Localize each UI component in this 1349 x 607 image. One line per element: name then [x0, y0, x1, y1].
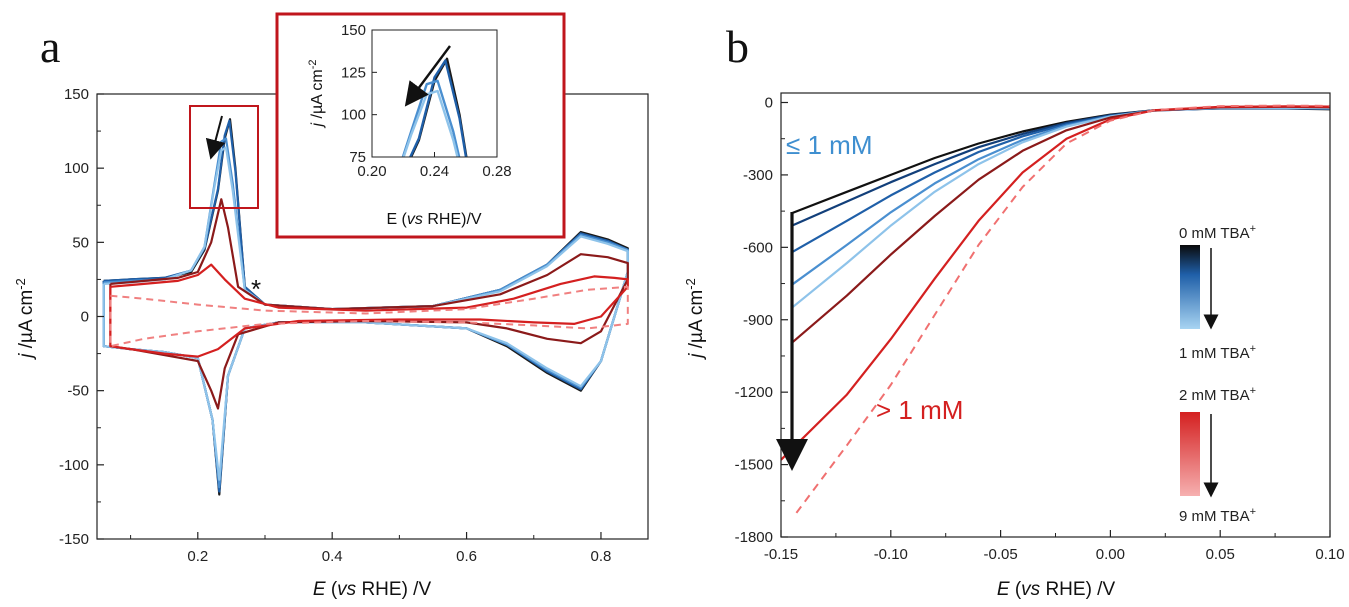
a-y-tick-label: 0 — [81, 309, 89, 326]
legend-blue-top: 0 mM TBA+ — [1179, 223, 1256, 242]
a-x-tick-label: 0.8 — [591, 548, 612, 565]
panel-a-ticks: 0.2 0.4 0.6 0.8 150 100 50 0 -50 -100 -150 — [59, 86, 611, 565]
panel-a-letter: a — [40, 21, 60, 72]
panel-b-letter: b — [726, 21, 749, 72]
b-y-tick-label: -1500 — [735, 457, 773, 474]
b-x-tick-label: 0.05 — [1206, 546, 1235, 563]
a-x-tick-label: 0.2 — [187, 548, 208, 565]
inset-y-tick-label: 100 — [341, 107, 366, 124]
inset-border — [275, 12, 566, 239]
b-x-tick-label: -0.05 — [983, 546, 1017, 563]
a-y-tick-label: -150 — [59, 531, 89, 548]
legend-red-top: 2 mM TBA+ — [1179, 385, 1256, 404]
annotation-high-concentration: > 1 mM — [876, 395, 963, 425]
b-x-tick-label: -0.10 — [874, 546, 908, 563]
cv-curve-6 — [109, 285, 629, 348]
b-y-tick-label: 0 — [765, 95, 773, 112]
a-x-tick-label: 0.6 — [456, 548, 477, 565]
b-y-tick-label: -1200 — [735, 384, 773, 401]
cv-curve-5 — [109, 263, 629, 358]
b-y-tick-label: -600 — [743, 239, 773, 256]
inset-ticks: 0.20 0.24 0.28 150 125 100 75 — [341, 22, 512, 180]
inset-y-axis-title: j /µA cm-2 — [307, 59, 326, 128]
inset-x-tick-label: 0.24 — [420, 163, 449, 180]
lsv-curve-3 — [791, 107, 1330, 286]
asterisk-marker: * — [251, 274, 261, 304]
peak-arrow — [205, 115, 226, 160]
inset-curve-1 — [408, 59, 468, 157]
panel-a-x-axis-title: E (vs RHE) /V — [313, 579, 432, 600]
inset-panel: 0.20 0.24 0.28 150 125 100 75 j /µA cm-2 E (vs… — [275, 12, 566, 239]
legend-red-bottom: 9 mM TBA+ — [1179, 506, 1256, 525]
a-y-tick-label: -50 — [67, 383, 89, 400]
panel-b-ticks: -0.15 -0.10 -0.05 0.00 0.05 0.10 0 -300 -600 -900… — [735, 95, 1345, 564]
panel-a: a 0.2 0.4 0.6 0.8 150 100 50 0 -50 -100 -150 j /µA… — [13, 12, 649, 600]
a-y-tick-label: 50 — [72, 234, 89, 251]
b-y-tick-label: -300 — [743, 167, 773, 184]
cv-curve-3 — [102, 146, 629, 481]
legend-blue-bottom: 1 mM TBA+ — [1179, 343, 1256, 362]
inset-y-tick-label: 75 — [349, 149, 366, 166]
legend-blue-gradient — [1180, 245, 1200, 329]
b-x-tick-label: -0.15 — [764, 546, 798, 563]
lsv-curve-7 — [795, 104, 1330, 514]
b-y-tick-label: -900 — [743, 312, 773, 329]
lsv-curve-4 — [791, 106, 1330, 309]
inset-x-axis-title: E (vs RHE)/V — [386, 211, 481, 228]
peak-highlight-box — [189, 105, 259, 209]
concentration-legend: 0 mM TBA+ 1 mM TBA+ 2 mM TBA+ 9 mM TBA+ — [1179, 223, 1256, 525]
b-y-tick-label: -1800 — [735, 529, 773, 546]
legend-red-gradient — [1180, 412, 1200, 496]
b-x-tick-label: 0.10 — [1315, 546, 1344, 563]
inset-x-tick-label: 0.20 — [357, 163, 386, 180]
inset-y-tick-label: 125 — [341, 64, 366, 81]
a-x-tick-label: 0.4 — [322, 548, 343, 565]
panel-b-x-axis-title: E (vs RHE) /V — [997, 579, 1116, 600]
inset-y-tick-label: 150 — [341, 22, 366, 39]
b-x-tick-label: 0.00 — [1096, 546, 1125, 563]
panel-a-y-axis-title: j /µA cm-2 — [13, 278, 37, 361]
inset-x-tick-label: 0.28 — [482, 163, 511, 180]
inset-arrow — [404, 45, 451, 107]
annotation-low-concentration: ≤ 1 mM — [786, 130, 873, 160]
a-y-tick-label: 150 — [64, 86, 89, 103]
panel-b-y-axis-title: j /µA cm-2 — [683, 278, 707, 361]
a-y-tick-label: -100 — [59, 457, 89, 474]
panel-b: b -0.15 -0.10 -0.05 0.00 0.05 0.10 0 -300 -600 -9… — [683, 21, 1345, 600]
a-y-tick-label: 100 — [64, 160, 89, 177]
panel-b-plot-lines — [781, 104, 1330, 514]
